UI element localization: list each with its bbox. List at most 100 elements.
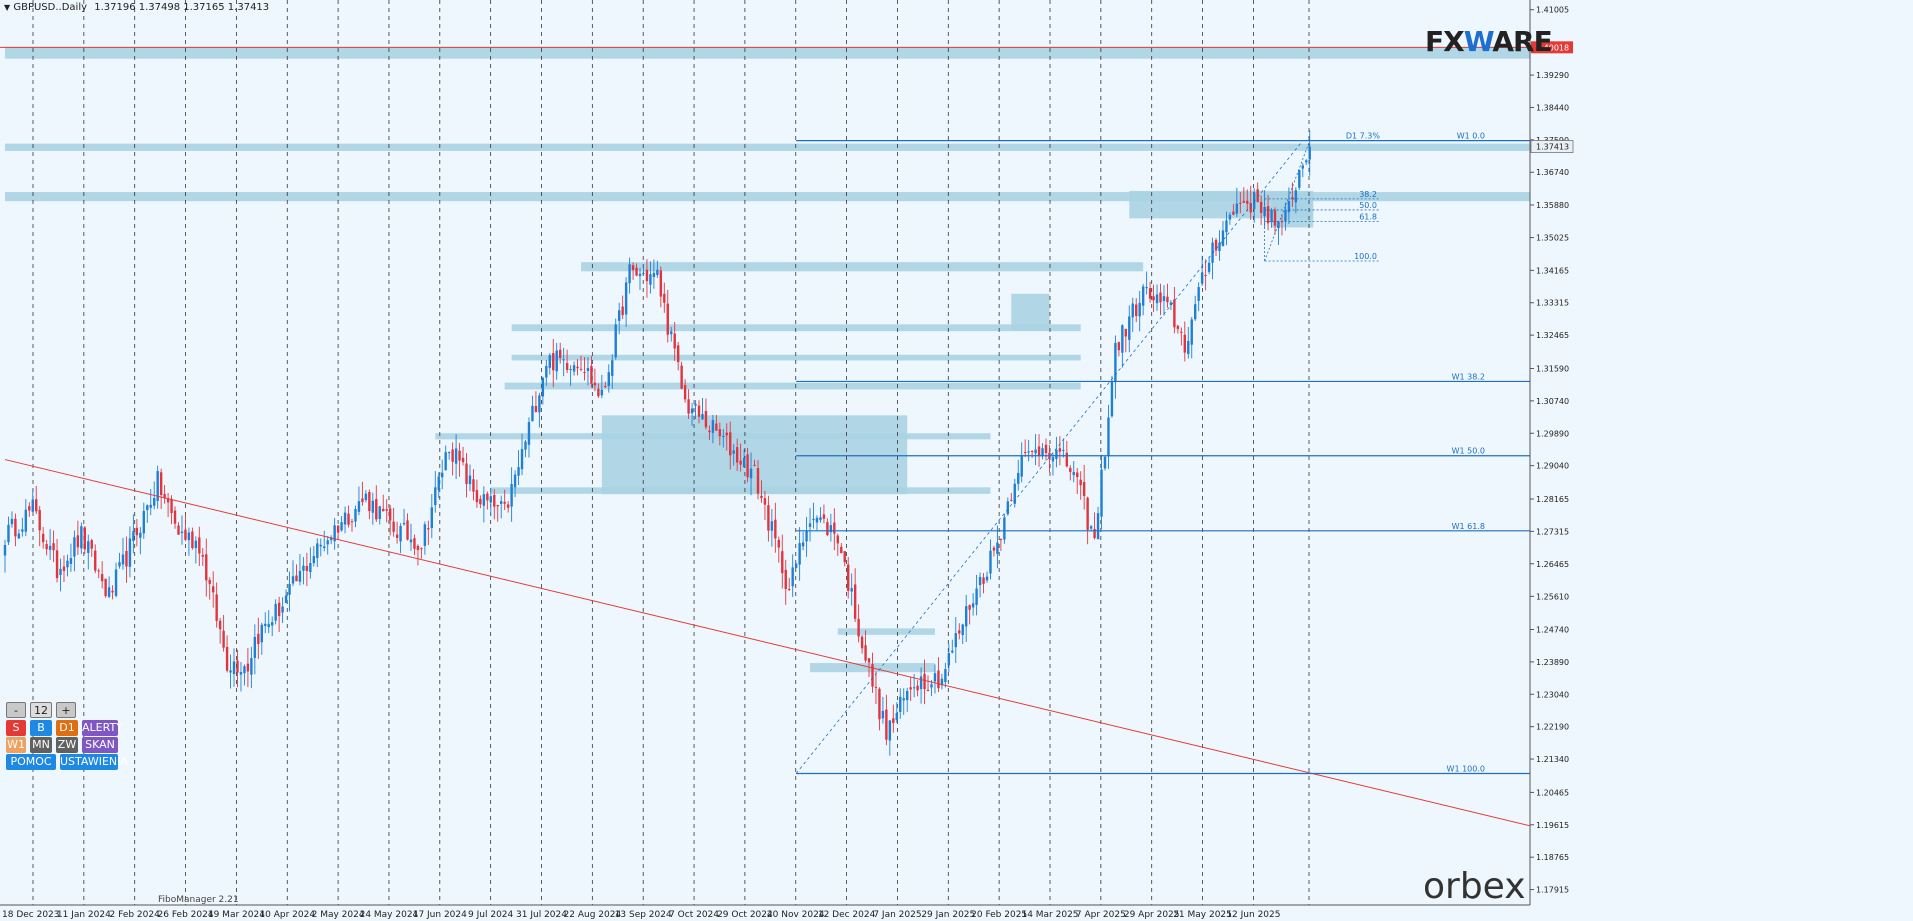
candle-body xyxy=(125,550,128,567)
price-tick-label: 1.25610 xyxy=(1536,592,1569,601)
candle-body xyxy=(1055,449,1058,459)
candle-body xyxy=(735,447,739,463)
zone-4 xyxy=(511,324,1081,332)
candle-body xyxy=(1003,517,1006,540)
candle-body xyxy=(135,527,139,536)
candle-body xyxy=(801,542,805,547)
candle-body xyxy=(201,555,204,557)
collapse-arrow-icon[interactable]: ▼ xyxy=(4,3,11,12)
candle-body xyxy=(1291,197,1294,200)
price-tick-label: 1.39290 xyxy=(1536,71,1569,80)
candle-body xyxy=(1141,286,1145,306)
toolbar-btn-alerty[interactable]: ALERTY xyxy=(82,720,123,736)
decrease-button[interactable]: - xyxy=(6,702,26,718)
candle-body xyxy=(444,452,447,471)
candle-body xyxy=(531,405,534,422)
price-tick-label: 1.31590 xyxy=(1536,364,1569,373)
candle-body xyxy=(48,545,52,550)
candle-body xyxy=(368,491,371,512)
candle-body xyxy=(434,487,437,506)
candle-body xyxy=(1152,296,1155,301)
candle-body xyxy=(1010,499,1013,501)
candle-body xyxy=(229,670,232,673)
candle-body xyxy=(565,363,569,370)
toolbar-btn-w1[interactable]: W1 xyxy=(6,737,26,753)
date-tick-label: 11 Jan 2024 xyxy=(57,910,111,920)
price-tick-label: 1.35025 xyxy=(1536,234,1569,243)
candle-body xyxy=(958,630,961,634)
candle-body xyxy=(305,565,309,571)
candle-body xyxy=(510,483,513,507)
toolbar-btn-skan[interactable]: SKAN xyxy=(82,737,118,753)
price-tick-label: 1.32465 xyxy=(1536,331,1569,340)
candle-body xyxy=(645,269,649,282)
value-field[interactable]: 12 xyxy=(30,702,52,718)
candle-body xyxy=(309,563,312,573)
candle-body xyxy=(794,563,798,568)
candle-body xyxy=(527,422,531,445)
candle-body xyxy=(912,687,916,689)
candle-body xyxy=(347,513,350,525)
candle-body xyxy=(441,472,444,478)
toolbar-btn-mn[interactable]: MN xyxy=(30,737,52,753)
toolbar-btn-d1[interactable]: D1 xyxy=(56,720,78,736)
candle-body xyxy=(631,265,635,270)
candle-body xyxy=(971,603,975,608)
candle-body xyxy=(246,663,250,672)
candle-body xyxy=(964,606,968,627)
candle-body xyxy=(857,618,860,637)
candle-body xyxy=(1204,275,1207,277)
candle-body xyxy=(66,560,69,568)
candle-body xyxy=(1121,325,1124,353)
candle-body xyxy=(1034,449,1037,454)
candle-body xyxy=(760,495,763,499)
candle-body xyxy=(781,551,784,574)
candle-body xyxy=(274,603,277,621)
candle-body xyxy=(170,498,173,514)
candle-body xyxy=(711,420,715,433)
candle-body xyxy=(742,457,746,468)
candle-body xyxy=(1270,210,1273,223)
candle-body xyxy=(1020,455,1023,477)
candle-body xyxy=(458,450,461,461)
candle-body xyxy=(749,468,753,479)
increase-button[interactable]: + xyxy=(56,702,76,718)
date-tick-label: 21 May 2025 xyxy=(1173,910,1232,920)
candle-body xyxy=(319,544,322,547)
candle-body xyxy=(774,519,777,539)
zone-0 xyxy=(5,46,1530,59)
toolbar-btn-ustawienia[interactable]: USTAWIENIA xyxy=(60,754,128,770)
price-tick-label: 1.36740 xyxy=(1536,168,1569,177)
zone-7 xyxy=(601,415,908,495)
candle-body xyxy=(302,565,305,571)
candle-body xyxy=(1145,287,1148,289)
price-tick-label: 1.18765 xyxy=(1536,853,1569,862)
candle-body xyxy=(864,645,867,661)
candle-body xyxy=(225,646,229,671)
price-tick-label: 1.28165 xyxy=(1536,495,1569,504)
toolbar-btn-zw[interactable]: ZW xyxy=(56,737,78,753)
candle-body xyxy=(1305,160,1308,163)
candle-body xyxy=(14,518,17,537)
toolbar-btn-b[interactable]: B xyxy=(30,720,52,736)
toolbar-btn-s[interactable]: S xyxy=(6,720,26,736)
candle-body xyxy=(62,566,66,571)
price-tick-label: 1.24740 xyxy=(1536,625,1569,634)
candle-body xyxy=(80,526,83,549)
candle-body xyxy=(1093,528,1096,539)
candle-body xyxy=(288,584,291,595)
candle-body xyxy=(715,423,718,431)
candle-body xyxy=(343,512,347,525)
toolbar-btn-pomoc[interactable]: POMOC xyxy=(6,754,56,770)
candle-body xyxy=(1249,202,1252,213)
candle-body xyxy=(59,568,62,575)
candle-body xyxy=(1239,202,1242,204)
candle-body xyxy=(1308,146,1311,160)
date-tick-label: 22 Aug 2024 xyxy=(564,910,622,920)
candle-body xyxy=(895,713,898,721)
candle-body xyxy=(340,522,343,531)
